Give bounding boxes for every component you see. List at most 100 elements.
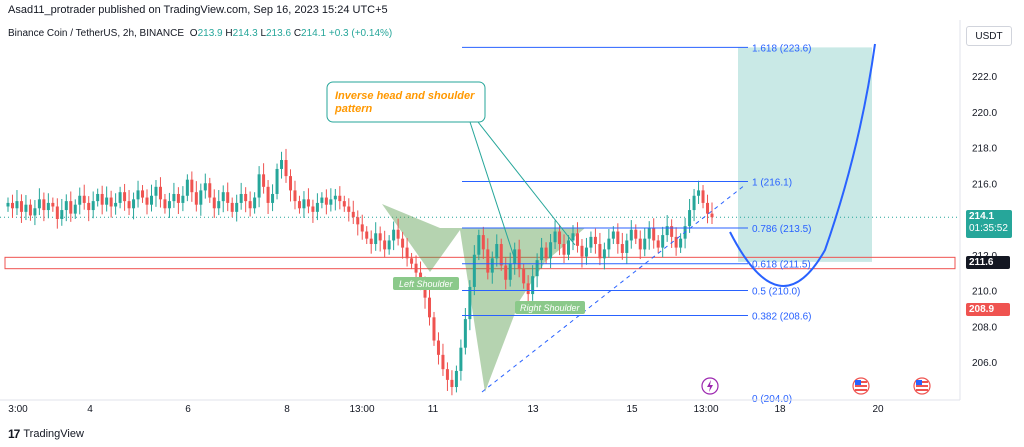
- candle-body: [625, 240, 629, 253]
- candle-body: [454, 370, 458, 388]
- candle-body: [701, 190, 705, 203]
- annotation-title-2: pattern: [334, 103, 373, 115]
- candle-body: [167, 201, 171, 209]
- candle-body: [710, 213, 714, 218]
- flash-event-icon[interactable]: [701, 377, 719, 395]
- candle-body: [697, 190, 701, 196]
- candle-body: [91, 201, 95, 211]
- level-tag-2116: 211.6: [966, 256, 1010, 269]
- candle-body: [266, 186, 270, 203]
- candle-body: [244, 193, 248, 202]
- current-price-tag: 214.1 01:35:52: [966, 210, 1012, 238]
- candle-body: [333, 195, 337, 200]
- x-axis: 3:00 4 6 8 13:00 11 13 15 13:00 18 20: [8, 404, 884, 415]
- candle-body: [477, 235, 481, 255]
- candle-body: [42, 199, 46, 211]
- low-value: 213.6: [266, 28, 292, 39]
- candle-body: [288, 176, 292, 191]
- candle-body: [414, 263, 418, 273]
- candle-body: [109, 197, 113, 207]
- candle-body: [508, 263, 512, 280]
- candle-body: [656, 240, 660, 248]
- x-tick-label: 4: [87, 404, 93, 415]
- fib-retracement[interactable]: 1.618 (223.6) 1 (216.1) 0.786 (213.5) 0.618…: [462, 43, 812, 405]
- candle-body: [87, 202, 91, 211]
- candle-body: [459, 347, 463, 371]
- candle-body: [203, 183, 207, 191]
- candle-body: [15, 201, 19, 209]
- candle-body: [114, 202, 118, 207]
- candle-body: [6, 202, 10, 207]
- y-tick-label: 218.0: [972, 144, 997, 155]
- us-flag-event-icon[interactable]: [852, 377, 870, 395]
- candle-body: [575, 233, 579, 246]
- candle-body: [540, 247, 544, 261]
- candle-body: [194, 192, 198, 205]
- candle-body: [64, 201, 68, 211]
- annotation-box[interactable]: [326, 81, 486, 123]
- candle-body: [490, 258, 494, 273]
- pattern-area: [382, 204, 585, 392]
- y-tick-label: 210.0: [972, 287, 997, 298]
- candle-body: [580, 245, 584, 257]
- y-tick-label: 220.0: [972, 108, 997, 119]
- candle-body: [60, 210, 64, 219]
- candle-body: [486, 249, 490, 273]
- candle-body: [329, 199, 333, 205]
- candle-body: [410, 258, 414, 264]
- candle-body: [584, 247, 588, 257]
- candle-body: [436, 340, 440, 355]
- tradingview-logo-icon: 17: [8, 427, 20, 441]
- candle-body: [643, 238, 647, 250]
- candle-body: [100, 193, 104, 205]
- candle-body: [275, 168, 279, 194]
- candle-body: [306, 199, 310, 207]
- candle-body: [293, 190, 297, 202]
- candle-body: [302, 199, 306, 209]
- candle-body: [199, 190, 203, 205]
- projection-curve[interactable]: [729, 43, 876, 287]
- candle-body: [432, 317, 436, 341]
- candle-body: [661, 235, 665, 248]
- candle-body: [118, 192, 122, 203]
- candle-body: [602, 249, 606, 259]
- candle-body: [562, 244, 566, 255]
- candle-body: [616, 231, 620, 245]
- candle-body: [401, 238, 405, 248]
- candle-body: [607, 238, 611, 250]
- callout-line-right: [477, 121, 576, 246]
- candle-body: [248, 201, 252, 209]
- x-tick-label: 6: [185, 404, 191, 415]
- support-band: [4, 256, 956, 270]
- candle-body: [145, 197, 149, 205]
- tradingview-logo[interactable]: 17 TradingView: [8, 427, 84, 441]
- us-flag-event-icon[interactable]: [913, 377, 931, 395]
- candle-body: [149, 195, 153, 205]
- x-tick-label: 13:00: [349, 404, 374, 415]
- candle-body: [638, 238, 642, 250]
- candle-body: [181, 195, 185, 203]
- candle-body: [172, 193, 176, 202]
- candle-body: [190, 179, 194, 193]
- candle-body: [19, 201, 23, 212]
- close-value: 214.1: [301, 28, 327, 39]
- candle-body: [553, 231, 557, 243]
- candle-body: [127, 201, 131, 209]
- fib-label: 0.786 (213.5): [752, 224, 812, 235]
- candle-body: [369, 238, 373, 245]
- candle-body: [499, 244, 503, 266]
- candle-body: [423, 283, 427, 298]
- symbol-name[interactable]: Binance Coin / TetherUS, 2h, BINANCE: [8, 28, 185, 39]
- candle-body: [51, 202, 55, 207]
- candle-body: [271, 193, 275, 203]
- candle-body: [481, 235, 485, 250]
- currency-button[interactable]: USDT: [966, 26, 1012, 46]
- candle-body: [82, 195, 86, 203]
- candle-body: [141, 190, 145, 198]
- fib-label: 0.382 (208.6): [752, 312, 812, 323]
- candle-body: [212, 197, 216, 209]
- candle-body: [356, 217, 360, 225]
- high-value: 214.3: [232, 28, 258, 39]
- candle-body: [463, 319, 467, 348]
